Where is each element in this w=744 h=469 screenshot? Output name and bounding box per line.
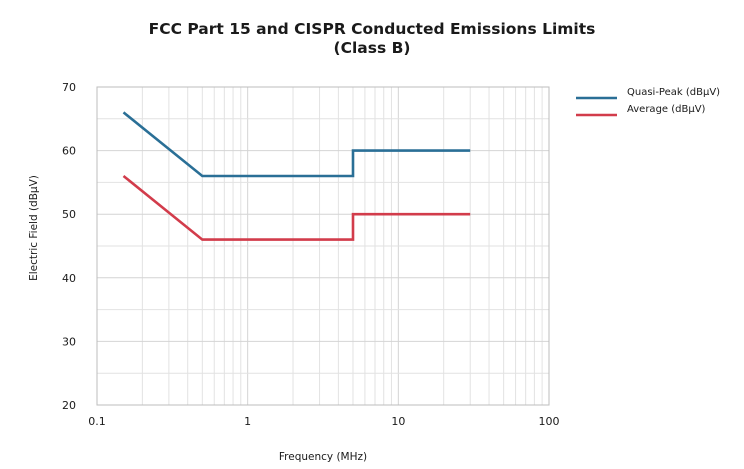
legend-label: Average (dBµV)	[627, 104, 706, 115]
y-tick-label: 30	[62, 335, 76, 348]
x-tick-label: 100	[539, 415, 560, 428]
y-tick-label: 70	[62, 81, 76, 94]
y-tick-label: 40	[62, 272, 76, 285]
chart-subtitle: (Class B)	[334, 39, 411, 57]
y-axis-label: Electric Field (dBµV)	[28, 175, 40, 281]
x-tick-label: 10	[391, 415, 405, 428]
x-axis-label: Frequency (MHz)	[279, 451, 367, 463]
y-tick-labels: 20 30 40 50 60 70	[62, 81, 76, 412]
legend-label: Quasi-Peak (dBµV)	[627, 87, 720, 98]
y-tick-label: 60	[62, 145, 76, 158]
chart-title: FCC Part 15 and CISPR Conducted Emission…	[149, 20, 596, 38]
grid	[96, 86, 549, 406]
legend: Quasi-Peak (dBµV) Average (dBµV)	[576, 87, 720, 117]
series-line-quasi-peak	[122, 111, 471, 178]
series-layer	[122, 111, 471, 241]
y-tick-label: 50	[62, 208, 76, 221]
series-line-average	[122, 174, 471, 241]
y-tick-label: 20	[62, 399, 76, 412]
x-tick-label: 0.1	[88, 415, 106, 428]
plot-frame	[96, 86, 550, 406]
x-tick-labels: 0.1 1 10 100	[88, 415, 559, 428]
x-tick-label: 1	[244, 415, 251, 428]
